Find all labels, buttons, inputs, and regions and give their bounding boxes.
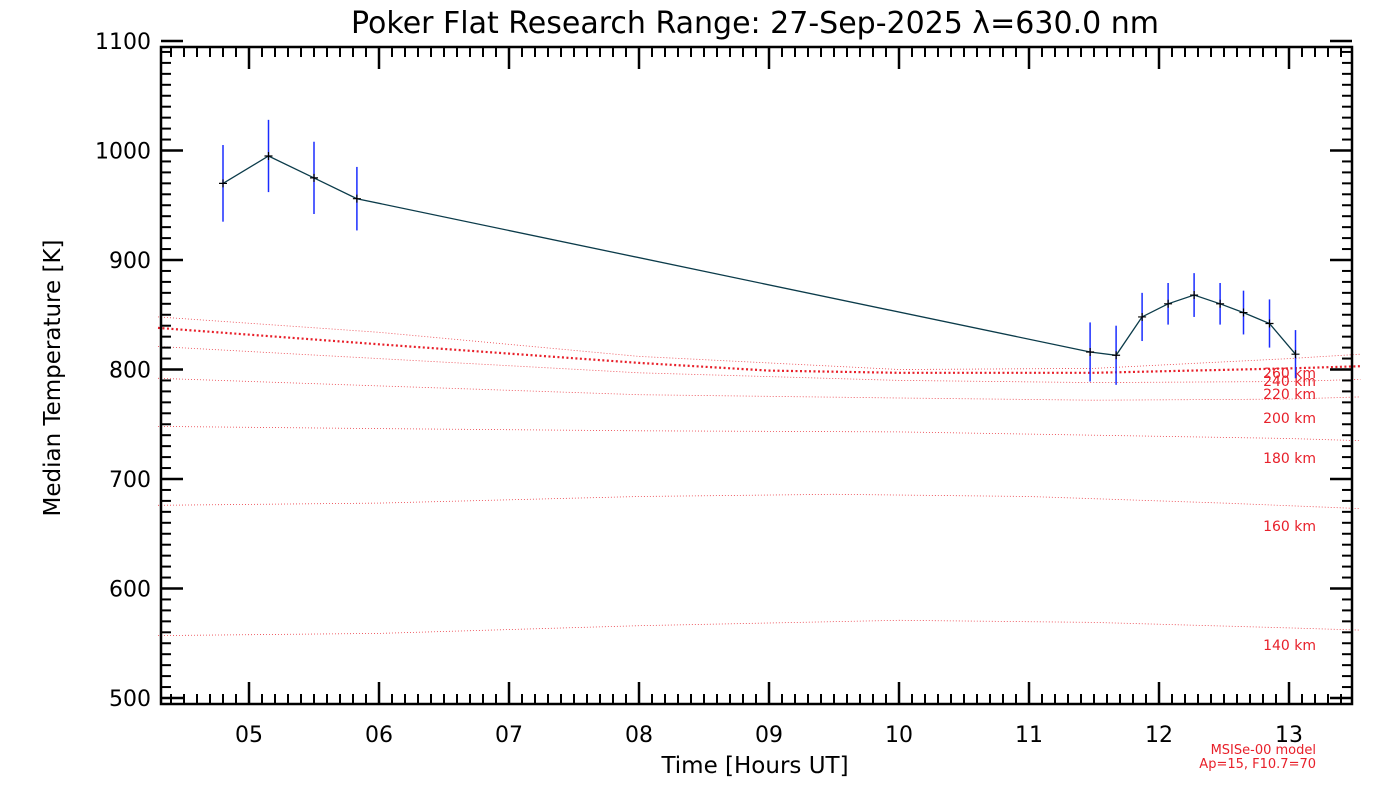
- model-label-240-km: 240 km: [1263, 374, 1316, 390]
- model-curve-140-km: [157, 619, 1361, 636]
- x-tick-label: 05: [235, 723, 263, 748]
- model-curve-260-km: [157, 316, 1361, 370]
- data-point: [1239, 308, 1248, 317]
- model-label-180-km: 180 km: [1263, 451, 1316, 467]
- x-tick-label: 11: [1015, 723, 1043, 748]
- x-tick-label: 06: [365, 723, 393, 748]
- measured-line: [222, 155, 1296, 356]
- y-tick-label: 1000: [95, 140, 151, 165]
- model-curve-240-km: [157, 326, 1361, 374]
- data-point: [1138, 312, 1147, 321]
- data-point: [219, 179, 227, 188]
- model-label-220-km: 220 km: [1263, 387, 1316, 403]
- chart-title: Poker Flat Research Range: 27-Sep-2025 λ…: [351, 6, 1159, 41]
- model-label-160-km: 160 km: [1263, 519, 1316, 535]
- x-tick-label: 10: [885, 723, 913, 748]
- model-note-line1: MSISe-00 model: [1211, 743, 1316, 758]
- x-tick-label: 09: [755, 723, 783, 748]
- x-tick-label: 13: [1275, 723, 1303, 748]
- data-point: [1086, 347, 1095, 356]
- x-tick-label: 07: [495, 723, 523, 748]
- y-tick-label: 600: [109, 578, 151, 603]
- y-axis-label: Median Temperature [K]: [40, 240, 66, 517]
- data-point: [352, 194, 361, 203]
- data-point: [1190, 291, 1199, 300]
- axes: 500 600 700 800 900 1000 1100 05 06 07 08 09 10 11 12 1…: [95, 30, 1354, 748]
- model-label-200-km: 200 km: [1263, 411, 1316, 427]
- y-tick-label: 700: [109, 468, 151, 493]
- data-point: [1164, 299, 1173, 308]
- data-point: [264, 151, 273, 160]
- model-note-line2: Ap=15, F10.7=70: [1199, 757, 1316, 772]
- y-tick-label: 500: [109, 687, 151, 712]
- data-point: [310, 173, 318, 182]
- model-curve-220-km: [157, 346, 1361, 384]
- x-tick-label: 12: [1145, 723, 1173, 748]
- data-point: [1265, 319, 1274, 328]
- x-tick-label: 08: [625, 723, 653, 748]
- measured-series: [219, 119, 1300, 385]
- model-curve-180-km: [157, 426, 1361, 442]
- data-point: [1112, 351, 1121, 360]
- y-tick-label: 800: [109, 359, 151, 384]
- model-label-140-km: 140 km: [1263, 638, 1316, 654]
- model-curve-200-km: [157, 377, 1361, 401]
- data-point: [1216, 299, 1225, 308]
- y-tick-label: 900: [109, 249, 151, 274]
- data-point: [1291, 350, 1300, 359]
- model-label-260-km: 260 km: [1263, 366, 1316, 382]
- model-curve-160-km: [157, 493, 1361, 509]
- x-axis-label: Time [Hours UT]: [660, 753, 848, 779]
- y-tick-label: 1100: [95, 30, 151, 55]
- plot-frame: [159, 45, 1354, 706]
